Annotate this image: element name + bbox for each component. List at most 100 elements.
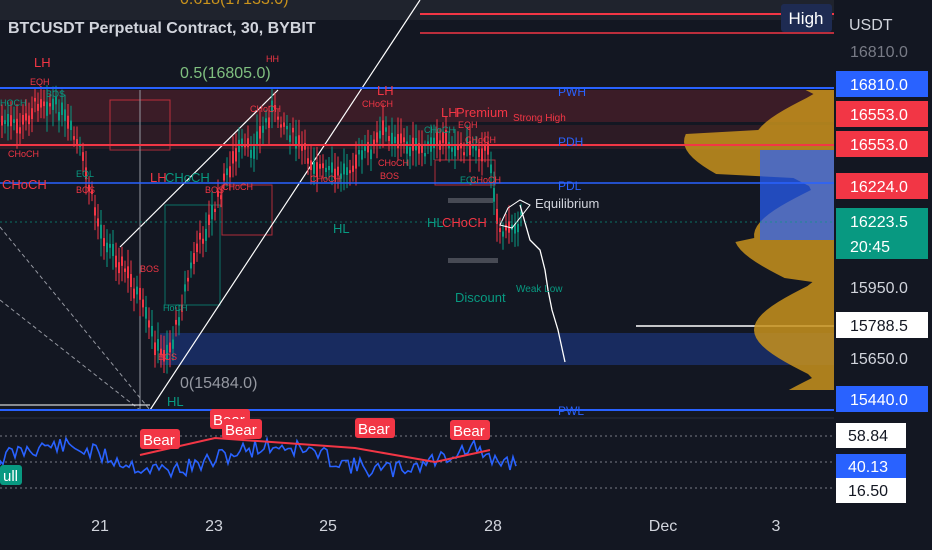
candle — [334, 152, 336, 193]
signal-badge — [450, 420, 490, 440]
candle-body — [505, 224, 507, 231]
candle — [403, 128, 405, 154]
candle-body — [136, 286, 138, 295]
candle-body — [334, 168, 336, 180]
candle-body — [46, 101, 48, 116]
candle-body — [121, 256, 123, 266]
candle-body — [64, 109, 66, 121]
candle — [421, 130, 423, 167]
candle-body — [232, 151, 234, 164]
ob-box — [221, 184, 273, 236]
smc-label: HoCH — [163, 303, 188, 313]
candle — [7, 102, 9, 141]
smc-label: LH — [377, 83, 394, 98]
candle-body — [208, 214, 210, 226]
candle — [229, 151, 231, 191]
signal-badge — [222, 419, 262, 439]
candle-body — [520, 211, 522, 216]
candle — [274, 93, 276, 123]
candle — [490, 151, 492, 189]
candle-body — [49, 103, 51, 107]
candle-body — [52, 98, 54, 110]
candle — [25, 99, 27, 131]
candle-body — [139, 287, 141, 300]
candle-body — [313, 161, 315, 174]
candle — [253, 133, 255, 172]
candle — [4, 109, 6, 134]
candle — [193, 241, 195, 275]
candle-body — [109, 243, 111, 248]
candle — [316, 146, 318, 193]
candle-body — [28, 115, 30, 125]
premium-label: Premium — [456, 105, 508, 120]
candle-body — [172, 339, 174, 349]
premium-zone — [0, 90, 834, 122]
candle-body — [106, 242, 108, 253]
candle — [496, 193, 498, 242]
candle — [385, 116, 387, 142]
candle — [46, 85, 48, 132]
candle-body — [10, 115, 12, 127]
candle — [109, 233, 111, 259]
price-axis-panel[interactable] — [834, 0, 932, 510]
candle — [70, 105, 72, 141]
candle — [367, 129, 369, 166]
candle — [94, 194, 96, 231]
candle — [376, 121, 378, 159]
candle-body — [25, 113, 27, 121]
candle — [187, 270, 189, 292]
candle-body — [91, 190, 93, 195]
pwl-label: PWL — [558, 404, 584, 418]
candle-body — [487, 142, 489, 155]
candle — [49, 94, 51, 115]
candle — [160, 334, 162, 368]
candle-body — [463, 152, 465, 156]
candle-body — [112, 244, 114, 257]
volume-profile — [684, 90, 834, 390]
candle — [241, 128, 243, 159]
candle-body — [454, 145, 456, 157]
candle-body — [67, 115, 69, 129]
candle — [136, 275, 138, 304]
candle-body — [250, 149, 252, 158]
candle-body — [193, 253, 195, 264]
candle-body — [214, 208, 216, 212]
candle-body — [103, 238, 105, 247]
candle-body — [421, 144, 423, 153]
candle — [64, 94, 66, 137]
candle — [484, 131, 486, 163]
candle — [22, 104, 24, 139]
candle — [202, 226, 204, 258]
candle — [514, 212, 516, 247]
candle — [235, 133, 237, 176]
signal-label: Bear — [143, 432, 175, 449]
oscillator-line — [0, 435, 517, 479]
candle-body — [427, 141, 429, 145]
candle-body — [280, 124, 282, 128]
fib-mid-label: 0.5(16805.0) — [180, 65, 271, 82]
candle — [277, 108, 279, 129]
smc-label: CHoCH — [442, 215, 487, 230]
candle — [166, 330, 168, 374]
candle-body — [406, 141, 408, 154]
candle-body — [484, 145, 486, 151]
candle — [13, 106, 15, 131]
candle-body — [58, 112, 60, 121]
candle-body — [286, 125, 288, 130]
candle — [475, 135, 477, 164]
candle — [139, 273, 141, 317]
fib-zero-label: 0(15484.0) — [180, 375, 257, 392]
candle — [190, 251, 192, 278]
smc-label: BOS — [380, 171, 399, 181]
candle — [331, 146, 333, 186]
candle — [373, 131, 375, 154]
candle-body — [403, 137, 405, 143]
candle-body — [391, 132, 393, 145]
signal-label: Bear — [225, 422, 257, 439]
candle — [445, 116, 447, 160]
smc-label: HOCH — [0, 98, 27, 108]
signal-label: Bear — [453, 423, 485, 440]
smc-label: CHoCH — [378, 158, 409, 168]
candle-body — [97, 218, 99, 227]
candle — [370, 135, 372, 172]
